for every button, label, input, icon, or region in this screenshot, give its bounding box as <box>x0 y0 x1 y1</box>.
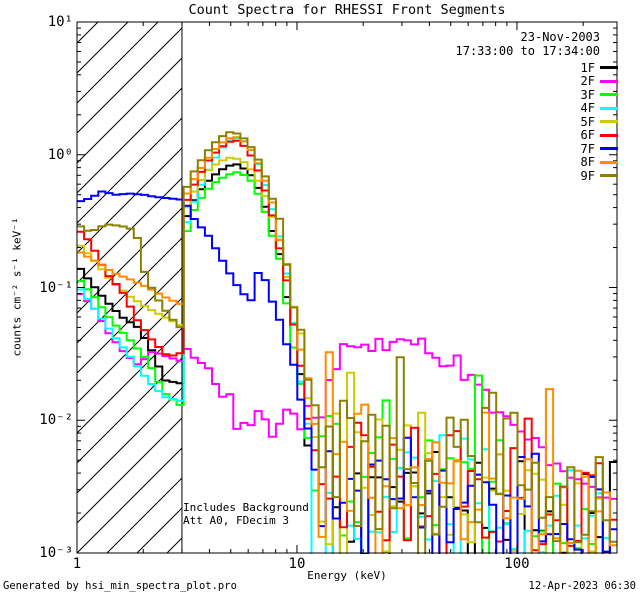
legend-item-4f: 4F <box>580 101 618 116</box>
observation-date: 23-Nov-2003 <box>520 30 600 44</box>
y-tick-label: 10⁻¹ <box>39 279 73 296</box>
legend-label: 3F <box>580 87 595 102</box>
y-tick-label: 10⁻³ <box>39 545 73 561</box>
legend-swatch-icon <box>600 174 618 178</box>
footer-generated-by: Generated by hsi_min_spectra_plot.pro <box>3 580 237 592</box>
spectrum-curve-9f <box>77 131 617 554</box>
legend-swatch-icon <box>600 120 618 124</box>
y-axis-title: counts cm⁻² s⁻¹ keV⁻¹ <box>10 217 24 357</box>
footer-timestamp: 12-Apr-2023 06:30 <box>528 580 636 592</box>
x-tick-label-1: 1 <box>72 556 82 572</box>
legend-label: 8F <box>580 155 595 170</box>
legend-item-9f: 9F <box>581 169 618 183</box>
legend-swatch-icon <box>600 147 618 151</box>
legend-swatch-icon <box>600 106 618 110</box>
observation-time-range: 17:33:00 to 17:34:00 <box>455 44 601 58</box>
legend-label: 7F <box>580 141 595 156</box>
legend-item-7f: 7F <box>581 142 618 156</box>
x-tick-label-10: 10 <box>288 556 306 572</box>
y-tick-label: 10⁻² <box>39 412 73 429</box>
legend-swatch-icon <box>600 93 618 97</box>
annotation-attenuator: Att A0, FDecim 3 <box>183 514 289 527</box>
legend-item-2f: 2F <box>580 74 618 89</box>
legend-item-8f: 8F <box>580 155 618 170</box>
legend-label: 4F <box>580 101 595 116</box>
legend: 1F 2F 3F 4F 5F 6F 7F 8F 9F <box>581 61 618 183</box>
y-tick-label: 10⁰ <box>47 146 73 163</box>
plot-title: Count Spectra for RHESSI Front Segments <box>188 2 506 18</box>
legend-label: 6F <box>580 128 595 143</box>
x-axis-title: Energy (keV) <box>307 569 387 582</box>
legend-label: 1F <box>580 60 595 75</box>
annotation-background: Includes Background <box>183 501 309 514</box>
legend-label: 5F <box>580 114 595 129</box>
legend-swatch-icon <box>600 160 618 164</box>
legend-label: 2F <box>580 74 595 89</box>
legend-swatch-icon <box>600 66 618 70</box>
legend-item-5f: 5F <box>581 115 618 129</box>
x-tick-label-100: 100 <box>504 556 530 572</box>
annotation-block: Includes Background Att A0, FDecim 3 <box>183 501 309 527</box>
legend-item-3f: 3F <box>581 88 618 102</box>
legend-item-6f: 6F <box>580 128 618 143</box>
spectrum-curve-8f <box>77 136 617 554</box>
legend-swatch-icon <box>600 133 618 137</box>
legend-label: 9F <box>580 168 595 183</box>
legend-swatch-icon <box>600 79 618 83</box>
y-tick-label: 10¹ <box>47 14 73 30</box>
legend-item-1f: 1F <box>581 61 618 75</box>
